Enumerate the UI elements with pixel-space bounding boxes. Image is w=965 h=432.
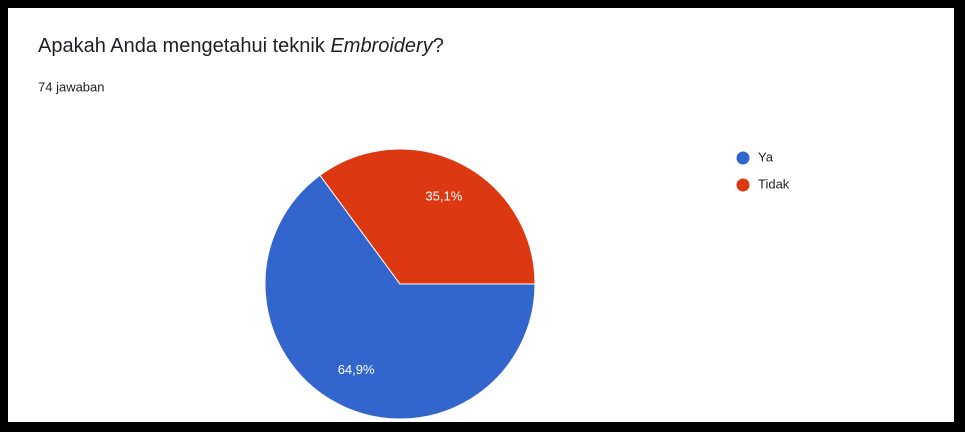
legend-label: Ya	[758, 149, 774, 164]
slice-label: 35,1%	[425, 189, 462, 204]
legend-label: Tidak	[758, 176, 790, 191]
slice-label: 64,9%	[338, 362, 375, 377]
legend-swatch	[736, 151, 750, 165]
pie: 64,9% 35,1%	[264, 148, 536, 420]
pie-slice	[319, 148, 536, 285]
chart-title: Apakah Anda mengetahui teknik Embroidery…	[38, 35, 444, 57]
subtitle: 74 jawaban	[38, 79, 105, 94]
pie-slice	[264, 174, 536, 420]
legend: Ya Tidak	[736, 149, 790, 192]
legend-swatch	[736, 178, 750, 192]
title-part: Embroidery	[330, 35, 433, 57]
title-part: Apakah Anda mengetahui teknik	[38, 35, 330, 57]
title-part: ?	[433, 35, 444, 57]
